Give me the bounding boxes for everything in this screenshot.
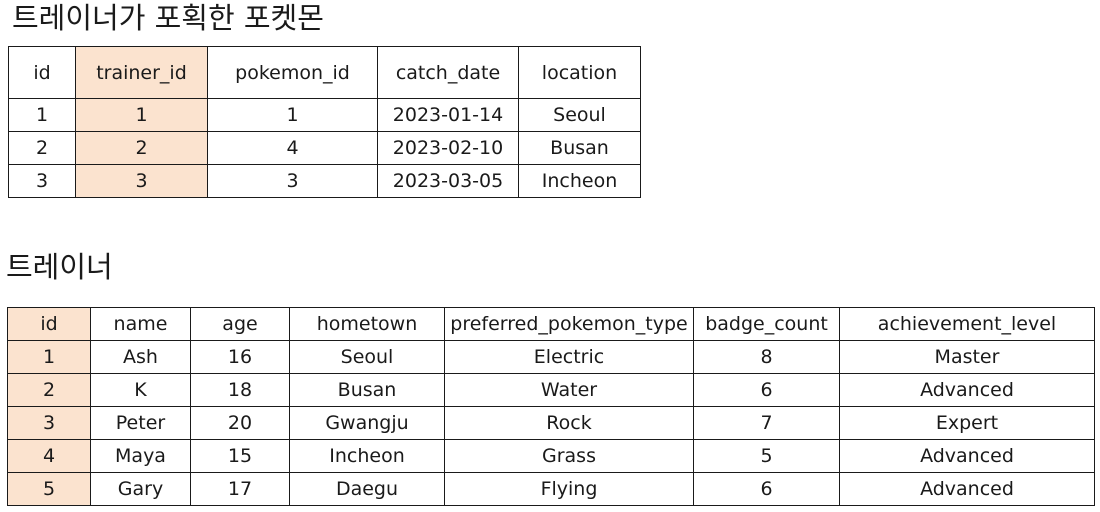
table-row: 4 Maya 15 Incheon Grass 5 Advanced [7, 439, 1095, 473]
cell-id: 1 [8, 98, 76, 132]
cell-preferred-pokemon-type: Flying [444, 472, 694, 506]
cell-preferred-pokemon-type: Water [444, 373, 694, 407]
table-header-row: id trainer_id pokemon_id catch_date loca… [8, 46, 641, 99]
cell-age: 18 [190, 373, 290, 407]
cell-name: Peter [90, 406, 191, 440]
cell-id: 4 [7, 439, 91, 473]
table-row: 1 1 1 2023-01-14 Seoul [8, 98, 641, 132]
column-header-location: location [518, 46, 641, 99]
cell-id: 2 [7, 373, 91, 407]
cell-achievement-level: Master [839, 340, 1095, 374]
cell-location: Incheon [518, 164, 641, 198]
column-header-age: age [190, 307, 290, 341]
cell-hometown: Busan [289, 373, 445, 407]
cell-trainer-id: 3 [75, 164, 208, 198]
column-header-id: id [7, 307, 91, 341]
cell-hometown: Daegu [289, 472, 445, 506]
trainers-table-title: 트레이너 [6, 250, 113, 284]
cell-catch-date: 2023-02-10 [377, 131, 519, 165]
cell-catch-date: 2023-03-05 [377, 164, 519, 198]
cell-badge-count: 7 [693, 406, 840, 440]
cell-name: Ash [90, 340, 191, 374]
cell-pokemon-id: 1 [207, 98, 378, 132]
cell-badge-count: 6 [693, 472, 840, 506]
cell-achievement-level: Advanced [839, 373, 1095, 407]
column-header-preferred-pokemon-type: preferred_pokemon_type [444, 307, 694, 341]
cell-catch-date: 2023-01-14 [377, 98, 519, 132]
cell-id: 2 [8, 131, 76, 165]
column-header-trainer-id: trainer_id [75, 46, 208, 99]
cell-achievement-level: Expert [839, 406, 1095, 440]
table-row: 3 Peter 20 Gwangju Rock 7 Expert [7, 406, 1095, 440]
cell-location: Seoul [518, 98, 641, 132]
column-header-id: id [8, 46, 76, 99]
cell-id: 1 [7, 340, 91, 374]
table-row: 2 K 18 Busan Water 6 Advanced [7, 373, 1095, 407]
cell-achievement-level: Advanced [839, 439, 1095, 473]
cell-preferred-pokemon-type: Grass [444, 439, 694, 473]
cell-age: 20 [190, 406, 290, 440]
column-header-catch-date: catch_date [377, 46, 519, 99]
table-row: 5 Gary 17 Daegu Flying 6 Advanced [7, 472, 1095, 506]
cell-age: 17 [190, 472, 290, 506]
column-header-badge-count: badge_count [693, 307, 840, 341]
catches-table: id trainer_id pokemon_id catch_date loca… [8, 46, 641, 198]
cell-age: 16 [190, 340, 290, 374]
cell-badge-count: 8 [693, 340, 840, 374]
table-header-row: id name age hometown preferred_pokemon_t… [7, 307, 1095, 341]
cell-location: Busan [518, 131, 641, 165]
table-row: 1 Ash 16 Seoul Electric 8 Master [7, 340, 1095, 374]
cell-preferred-pokemon-type: Rock [444, 406, 694, 440]
cell-name: Gary [90, 472, 191, 506]
cell-trainer-id: 1 [75, 98, 208, 132]
cell-id: 3 [8, 164, 76, 198]
catches-table-title: 트레이너가 포획한 포켓몬 [12, 1, 324, 35]
column-header-achievement-level: achievement_level [839, 307, 1095, 341]
cell-name: Maya [90, 439, 191, 473]
cell-hometown: Incheon [289, 439, 445, 473]
cell-badge-count: 6 [693, 373, 840, 407]
cell-hometown: Seoul [289, 340, 445, 374]
column-header-name: name [90, 307, 191, 341]
cell-pokemon-id: 3 [207, 164, 378, 198]
cell-preferred-pokemon-type: Electric [444, 340, 694, 374]
cell-trainer-id: 2 [75, 131, 208, 165]
cell-id: 3 [7, 406, 91, 440]
table-row: 2 2 4 2023-02-10 Busan [8, 131, 641, 165]
cell-age: 15 [190, 439, 290, 473]
column-header-hometown: hometown [289, 307, 445, 341]
cell-pokemon-id: 4 [207, 131, 378, 165]
trainers-table: id name age hometown preferred_pokemon_t… [7, 307, 1095, 506]
table-row: 3 3 3 2023-03-05 Incheon [8, 164, 641, 198]
cell-id: 5 [7, 472, 91, 506]
cell-hometown: Gwangju [289, 406, 445, 440]
cell-achievement-level: Advanced [839, 472, 1095, 506]
cell-badge-count: 5 [693, 439, 840, 473]
cell-name: K [90, 373, 191, 407]
column-header-pokemon-id: pokemon_id [207, 46, 378, 99]
